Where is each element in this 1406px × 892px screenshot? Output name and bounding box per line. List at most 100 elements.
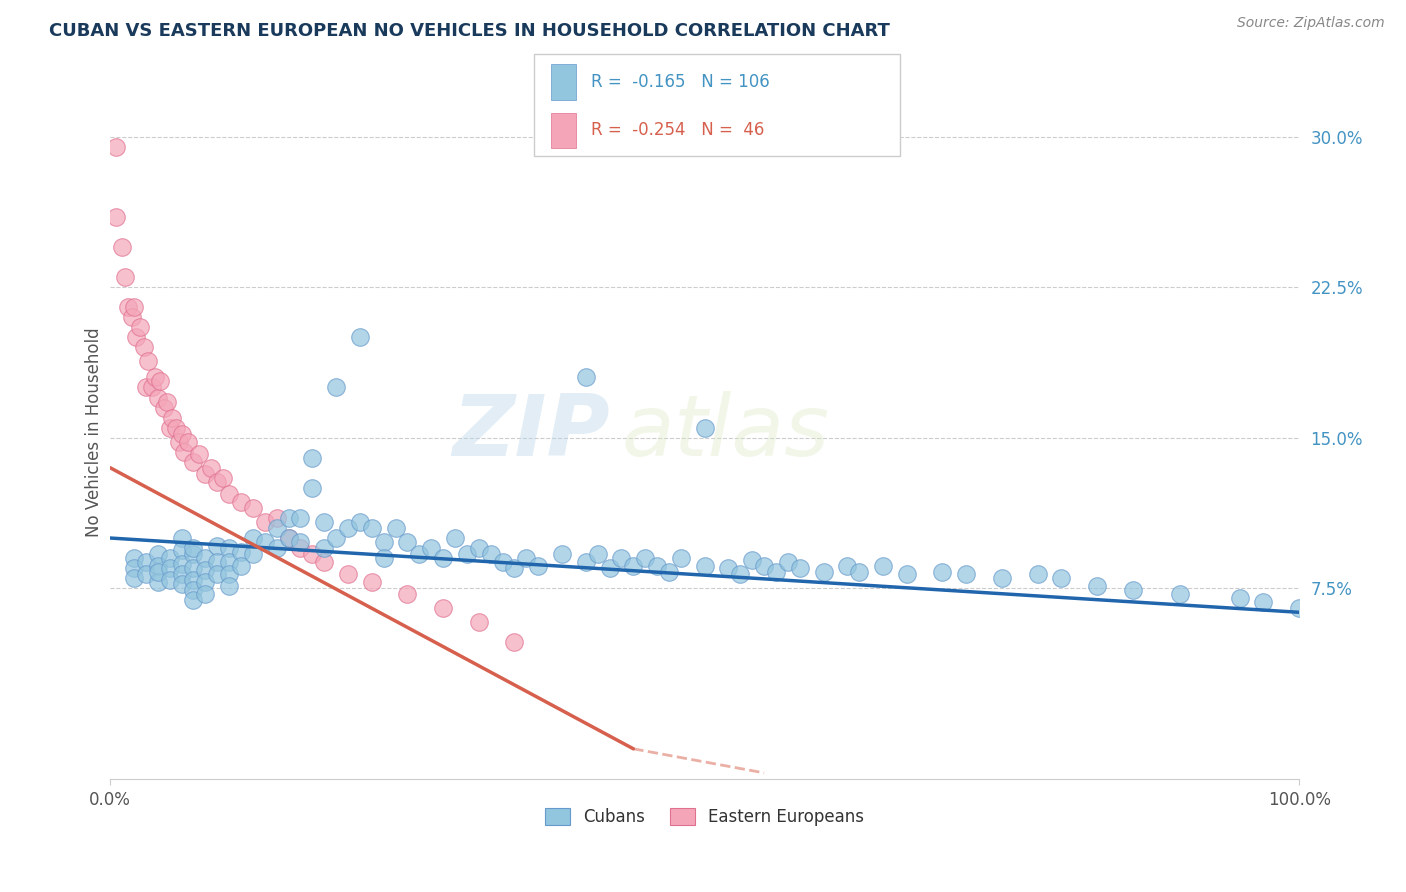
Point <box>135 567 157 582</box>
Point <box>146 547 169 561</box>
Point <box>170 426 193 441</box>
Point <box>136 354 159 368</box>
Point <box>515 551 537 566</box>
Point <box>176 434 198 449</box>
Point <box>170 531 193 545</box>
Point <box>218 567 240 582</box>
Point <box>145 370 167 384</box>
Point <box>183 547 205 561</box>
Point <box>456 547 478 561</box>
Point <box>218 579 240 593</box>
Point <box>301 481 323 495</box>
Point <box>207 475 229 489</box>
Point <box>717 561 740 575</box>
Point <box>503 635 526 649</box>
Point <box>1122 583 1144 598</box>
Point <box>122 300 145 314</box>
Point <box>194 467 217 481</box>
Point <box>253 515 276 529</box>
Point <box>146 565 169 579</box>
Point <box>301 547 323 561</box>
Point <box>955 567 977 582</box>
Point <box>277 511 299 525</box>
Point <box>586 547 609 561</box>
Point <box>146 575 169 590</box>
Point <box>468 615 491 630</box>
Point <box>218 541 240 555</box>
Point <box>121 310 143 325</box>
Point <box>207 567 229 582</box>
Point <box>1253 595 1275 609</box>
Point <box>188 447 211 461</box>
Point <box>837 559 859 574</box>
Point <box>991 571 1014 585</box>
Point <box>167 434 190 449</box>
Point <box>396 587 419 601</box>
Point <box>105 139 128 153</box>
Point <box>129 320 152 334</box>
Point <box>765 565 787 579</box>
Point <box>173 444 195 458</box>
Point <box>896 567 918 582</box>
Point <box>752 559 775 574</box>
Point <box>253 535 276 549</box>
Point <box>194 563 217 577</box>
Point <box>159 573 181 587</box>
Point <box>479 547 502 561</box>
Point <box>1168 587 1191 601</box>
Point <box>645 559 668 574</box>
Point <box>266 521 288 535</box>
Point <box>658 565 681 579</box>
Point <box>1026 567 1049 582</box>
Point <box>218 555 240 569</box>
Point <box>373 551 395 566</box>
Point <box>218 487 240 501</box>
Y-axis label: No Vehicles in Household: No Vehicles in Household <box>86 328 103 538</box>
Point <box>207 539 229 553</box>
Point <box>1050 571 1073 585</box>
Point <box>183 541 205 555</box>
Point <box>160 410 183 425</box>
Point <box>349 515 371 529</box>
Text: R =  -0.165   N = 106: R = -0.165 N = 106 <box>591 73 769 91</box>
Point <box>152 401 174 415</box>
Point <box>122 561 145 575</box>
Point <box>634 551 657 566</box>
Point <box>610 551 633 566</box>
Point <box>384 521 406 535</box>
Point <box>325 380 347 394</box>
Point <box>349 330 371 344</box>
Point <box>669 551 692 566</box>
Point <box>105 210 128 224</box>
Point <box>229 545 252 559</box>
Point <box>848 565 870 579</box>
Point <box>444 531 467 545</box>
Point <box>212 471 235 485</box>
Point <box>314 515 336 529</box>
Point <box>149 375 172 389</box>
Point <box>337 521 360 535</box>
Point <box>325 531 347 545</box>
Point <box>360 521 382 535</box>
Point <box>125 330 148 344</box>
Point <box>135 380 157 394</box>
Point <box>170 557 193 571</box>
Point <box>200 460 222 475</box>
Text: ZIP: ZIP <box>451 391 610 475</box>
Point <box>277 531 299 545</box>
Point <box>551 547 574 561</box>
Point <box>314 555 336 569</box>
Point <box>575 555 598 569</box>
Point <box>314 541 336 555</box>
Point <box>183 561 205 575</box>
Point <box>789 561 811 575</box>
Point <box>242 531 264 545</box>
Point <box>132 340 155 354</box>
Point <box>277 531 299 545</box>
Point <box>813 565 835 579</box>
Point <box>111 240 134 254</box>
Point <box>156 394 179 409</box>
Point <box>599 561 621 575</box>
Point <box>420 541 443 555</box>
Point <box>290 541 312 555</box>
